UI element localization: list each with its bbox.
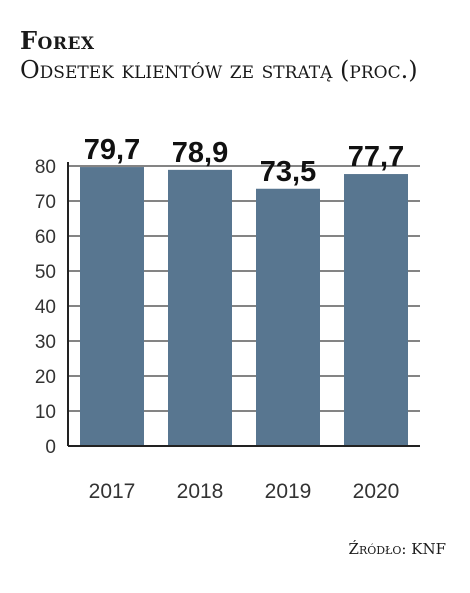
- data-label: 78,9: [172, 137, 228, 169]
- y-tick-label: 70: [35, 192, 56, 213]
- y-tick-label: 20: [35, 367, 56, 388]
- x-tick-label: 2020: [353, 480, 400, 503]
- y-tick-label: 50: [35, 262, 56, 283]
- data-label: 73,5: [260, 156, 316, 188]
- chart-title: Forex: [20, 26, 95, 55]
- bar-2017: [80, 167, 144, 447]
- y-tick-label: 0: [45, 437, 56, 458]
- bar-2018: [168, 169, 232, 446]
- bar-2019: [256, 188, 320, 446]
- x-tick-label: 2018: [177, 480, 224, 503]
- x-tick-label: 2017: [89, 480, 136, 503]
- y-tick-label: 10: [35, 402, 56, 423]
- y-tick-label: 80: [35, 157, 56, 178]
- y-tick-label: 40: [35, 297, 56, 318]
- chart-subtitle: Odsetek klientów ze stratą (proc.): [20, 56, 418, 84]
- data-label: 79,7: [84, 134, 140, 166]
- bar-2020: [344, 174, 408, 447]
- data-label: 77,7: [348, 141, 404, 173]
- source-note: Źródło: KNF: [348, 540, 446, 558]
- y-tick-label: 30: [35, 332, 56, 353]
- y-tick-label: 60: [35, 227, 56, 248]
- x-tick-label: 2019: [265, 480, 312, 503]
